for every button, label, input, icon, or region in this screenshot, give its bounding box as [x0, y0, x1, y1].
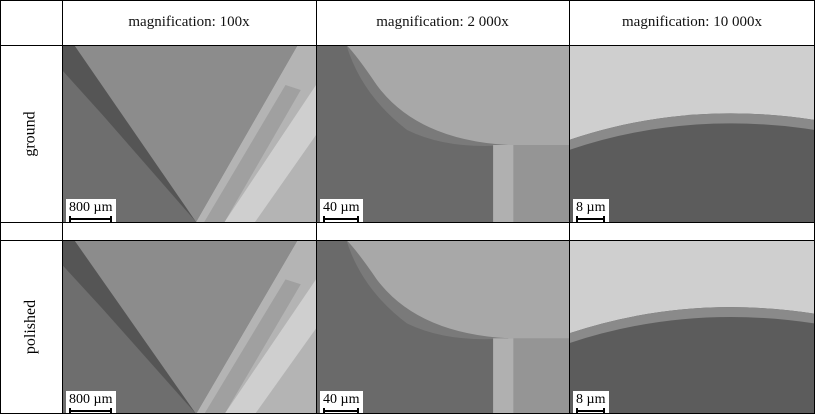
sem-image: 8 µm — [569, 45, 815, 222]
grid-line — [316, 0, 317, 414]
sem-image: 800 µm — [62, 45, 316, 222]
grid-line — [0, 240, 815, 241]
scale-bar: 40 µm — [320, 199, 363, 222]
column-header: magnification: 2 000x — [316, 0, 569, 45]
grid-line — [62, 0, 63, 414]
row-label-text: ground — [22, 111, 40, 156]
grid-line — [0, 0, 815, 1]
column-header: magnification: 100x — [62, 0, 316, 45]
row-label: ground — [0, 45, 62, 222]
row-label-text: polished — [22, 300, 40, 354]
scale-bar-label: 800 µm — [69, 200, 112, 215]
scale-bar: 40 µm — [320, 391, 363, 414]
micrograph — [62, 45, 316, 222]
scale-bar: 800 µm — [66, 391, 116, 414]
micrograph — [569, 240, 815, 414]
scale-bar: 8 µm — [573, 391, 609, 414]
grid-line — [569, 0, 570, 414]
scale-bar-label: 40 µm — [323, 200, 359, 215]
micrograph — [62, 240, 316, 414]
sem-image: 800 µm — [62, 240, 316, 414]
micrograph — [316, 45, 569, 222]
scale-bar: 8 µm — [573, 199, 609, 222]
sem-image: 40 µm — [316, 240, 569, 414]
scale-bar-label: 8 µm — [576, 392, 605, 407]
row-label: polished — [0, 240, 62, 414]
scale-bar-label: 8 µm — [576, 200, 605, 215]
sem-image: 8 µm — [569, 240, 815, 414]
column-header: magnification: 10 000x — [569, 0, 815, 45]
grid-line — [0, 222, 815, 223]
sem-image: 40 µm — [316, 45, 569, 222]
scale-bar-label: 40 µm — [323, 392, 359, 407]
micrograph — [316, 240, 569, 414]
micrograph — [569, 45, 815, 222]
scale-bar-label: 800 µm — [69, 392, 112, 407]
figure: magnification: 100xmagnification: 2 000x… — [0, 0, 815, 414]
scale-bar: 800 µm — [66, 199, 116, 222]
grid-line — [0, 45, 815, 46]
grid-line — [0, 0, 1, 414]
